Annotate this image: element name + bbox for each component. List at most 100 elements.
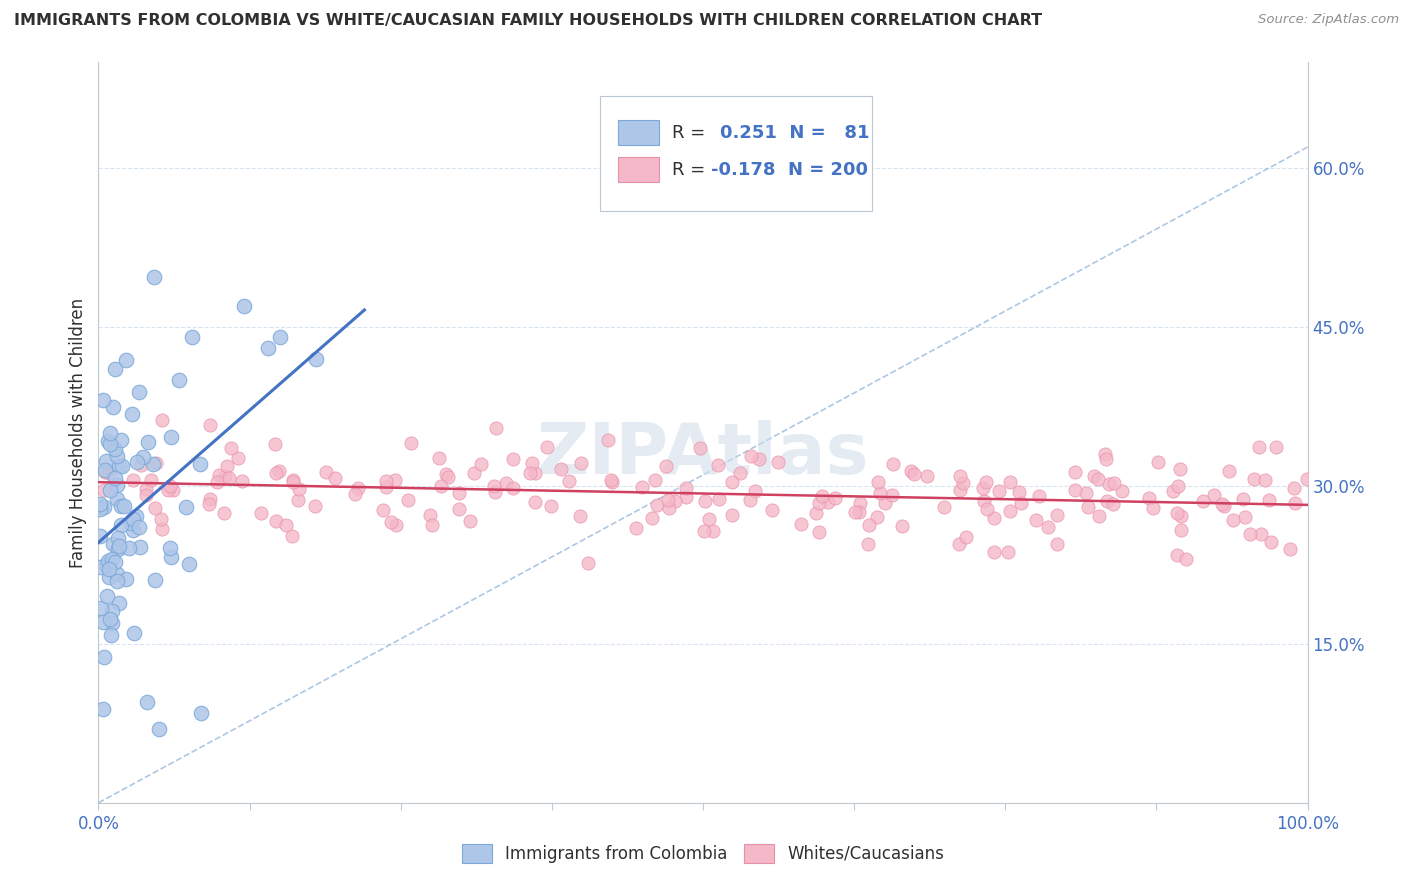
Point — [177, 557, 200, 571]
Point — [485, 420, 508, 434]
Point — [1213, 499, 1236, 513]
Point — [105, 491, 128, 506]
Point — [447, 486, 470, 500]
Point — [675, 481, 697, 495]
Point — [156, 483, 179, 497]
Point — [502, 451, 524, 466]
Point — [1083, 468, 1105, 483]
Point — [110, 433, 132, 447]
Point — [484, 485, 506, 500]
Point — [181, 330, 204, 344]
Point — [174, 500, 197, 514]
Point — [998, 504, 1021, 518]
Point — [1087, 509, 1109, 524]
Point — [103, 471, 125, 485]
Point — [1077, 500, 1099, 515]
Point — [626, 521, 648, 535]
Point — [115, 352, 138, 367]
Point — [1147, 455, 1170, 469]
Point — [675, 490, 697, 504]
Point — [108, 458, 131, 473]
Point — [120, 516, 142, 531]
Point — [267, 464, 290, 478]
Point — [135, 695, 157, 709]
Point — [162, 483, 184, 497]
Point — [1282, 481, 1305, 495]
Point — [1211, 497, 1233, 511]
Point — [111, 459, 134, 474]
Point — [998, 475, 1021, 489]
Point — [232, 299, 254, 313]
Point — [1239, 527, 1261, 541]
Point — [1175, 551, 1198, 566]
Point — [89, 529, 111, 543]
Point — [697, 512, 720, 526]
Point — [98, 425, 121, 440]
Point — [101, 615, 124, 630]
Point — [1142, 500, 1164, 515]
Point — [948, 536, 970, 550]
Point — [101, 400, 124, 414]
Point — [276, 518, 298, 533]
Point — [1097, 493, 1119, 508]
Point — [198, 492, 221, 507]
Point — [231, 475, 253, 489]
Point — [105, 574, 128, 588]
Point — [110, 517, 132, 532]
Point — [1064, 466, 1087, 480]
Point — [281, 529, 304, 543]
Point — [988, 483, 1011, 498]
Point — [1234, 509, 1257, 524]
Point — [91, 393, 114, 408]
Point — [91, 702, 114, 716]
Point — [304, 499, 326, 513]
Point — [207, 468, 229, 483]
Point — [571, 456, 593, 470]
Point — [1222, 512, 1244, 526]
Point — [384, 474, 406, 488]
Point — [569, 508, 592, 523]
Point — [599, 474, 621, 488]
Point — [218, 471, 240, 485]
Point — [287, 493, 309, 508]
Point — [882, 487, 904, 501]
Point — [288, 483, 311, 497]
FancyBboxPatch shape — [600, 95, 872, 211]
Point — [343, 487, 366, 501]
Point — [105, 566, 128, 581]
Point — [283, 473, 305, 487]
FancyBboxPatch shape — [619, 157, 659, 182]
Point — [1010, 496, 1032, 510]
Point — [281, 475, 304, 489]
Point — [159, 541, 181, 555]
Point — [882, 457, 904, 471]
Point — [427, 450, 450, 465]
Point — [848, 496, 870, 510]
Point — [1036, 520, 1059, 534]
Point — [1046, 537, 1069, 551]
Point — [150, 413, 173, 427]
Point — [135, 487, 157, 501]
Point — [94, 465, 117, 479]
Point — [266, 466, 288, 480]
Point — [125, 508, 148, 523]
Point — [844, 505, 866, 519]
Point — [873, 496, 896, 510]
Point — [104, 362, 127, 376]
Point — [1284, 495, 1306, 509]
Point — [1094, 447, 1116, 461]
Point — [550, 461, 572, 475]
Point — [1264, 440, 1286, 454]
Point — [915, 468, 938, 483]
Point — [657, 492, 679, 507]
Point — [596, 433, 619, 447]
Point — [1008, 484, 1031, 499]
Point — [470, 457, 492, 471]
Point — [1076, 485, 1098, 500]
Point — [215, 459, 238, 474]
Point — [110, 499, 132, 513]
Point — [707, 458, 730, 473]
Point — [1218, 464, 1240, 478]
Point — [98, 466, 121, 480]
Point — [631, 480, 654, 494]
